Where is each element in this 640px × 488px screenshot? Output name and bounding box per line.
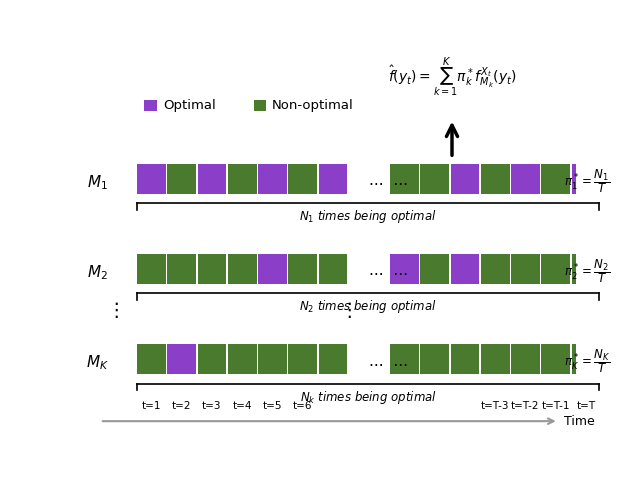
Text: $N_2$ times being optimal: $N_2$ times being optimal: [300, 299, 437, 315]
Text: $M_K$: $M_K$: [86, 354, 109, 372]
Text: ...  ...: ... ...: [369, 264, 408, 278]
Bar: [228, 344, 257, 374]
Bar: [572, 254, 600, 284]
Bar: [137, 254, 166, 284]
Bar: [258, 254, 287, 284]
Text: ...  ...: ... ...: [369, 173, 408, 188]
Text: Non-optimal: Non-optimal: [272, 99, 354, 112]
Bar: [319, 254, 348, 284]
Bar: [481, 344, 509, 374]
Bar: [572, 164, 600, 194]
Bar: [319, 344, 348, 374]
Text: Optimal: Optimal: [163, 99, 216, 112]
Bar: [228, 164, 257, 194]
Text: $M_2$: $M_2$: [87, 264, 108, 282]
Text: t=T: t=T: [577, 401, 595, 411]
Text: t=6: t=6: [293, 401, 312, 411]
Bar: [572, 344, 600, 374]
Bar: [390, 344, 419, 374]
Text: t=1: t=1: [141, 401, 161, 411]
Text: t=2: t=2: [172, 401, 191, 411]
Text: t=T-1: t=T-1: [541, 401, 570, 411]
Bar: [137, 164, 166, 194]
Bar: [198, 254, 227, 284]
Bar: [541, 164, 570, 194]
Text: t=5: t=5: [262, 401, 282, 411]
Text: $\pi_K^* = \dfrac{N_K}{T}$: $\pi_K^* = \dfrac{N_K}{T}$: [564, 347, 610, 375]
Bar: [289, 164, 317, 194]
Bar: [420, 254, 449, 284]
Bar: [167, 254, 196, 284]
Bar: [253, 100, 266, 111]
Text: t=4: t=4: [232, 401, 252, 411]
Bar: [167, 164, 196, 194]
Bar: [198, 164, 227, 194]
Text: $\pi_1^* = \dfrac{N_1}{T}$: $\pi_1^* = \dfrac{N_1}{T}$: [564, 167, 610, 195]
Text: $M_1$: $M_1$: [87, 173, 108, 192]
Text: $N_1$ times being optimal: $N_1$ times being optimal: [300, 208, 437, 225]
Bar: [198, 344, 227, 374]
Bar: [481, 164, 509, 194]
Bar: [167, 344, 196, 374]
Bar: [511, 344, 540, 374]
Bar: [258, 164, 287, 194]
Text: $\vdots$: $\vdots$: [106, 300, 118, 320]
Bar: [319, 164, 348, 194]
Text: Time: Time: [564, 415, 595, 427]
Bar: [541, 344, 570, 374]
Bar: [541, 254, 570, 284]
Text: $\pi_2^* = \dfrac{N_2}{T}$: $\pi_2^* = \dfrac{N_2}{T}$: [564, 257, 610, 285]
Bar: [420, 344, 449, 374]
Text: t=3: t=3: [202, 401, 221, 411]
Bar: [289, 254, 317, 284]
Bar: [511, 164, 540, 194]
Bar: [145, 100, 157, 111]
Bar: [420, 164, 449, 194]
Text: $\hat{f}(y_t) = \sum_{k=1}^{K} \pi_k^* f_{M_k}^{X_t}(y_t)$: $\hat{f}(y_t) = \sum_{k=1}^{K} \pi_k^* f…: [388, 56, 516, 99]
Bar: [258, 344, 287, 374]
Bar: [451, 254, 479, 284]
Text: $\vdots$: $\vdots$: [339, 300, 352, 320]
Bar: [451, 164, 479, 194]
Bar: [511, 254, 540, 284]
Bar: [289, 344, 317, 374]
Bar: [390, 254, 419, 284]
Bar: [390, 164, 419, 194]
Text: t=T-3: t=T-3: [481, 401, 509, 411]
Bar: [451, 344, 479, 374]
Text: ...  ...: ... ...: [369, 353, 408, 368]
Bar: [481, 254, 509, 284]
Text: $N_k$ times being optimal: $N_k$ times being optimal: [300, 388, 436, 406]
Text: t=T-2: t=T-2: [511, 401, 540, 411]
Bar: [228, 254, 257, 284]
Bar: [137, 344, 166, 374]
